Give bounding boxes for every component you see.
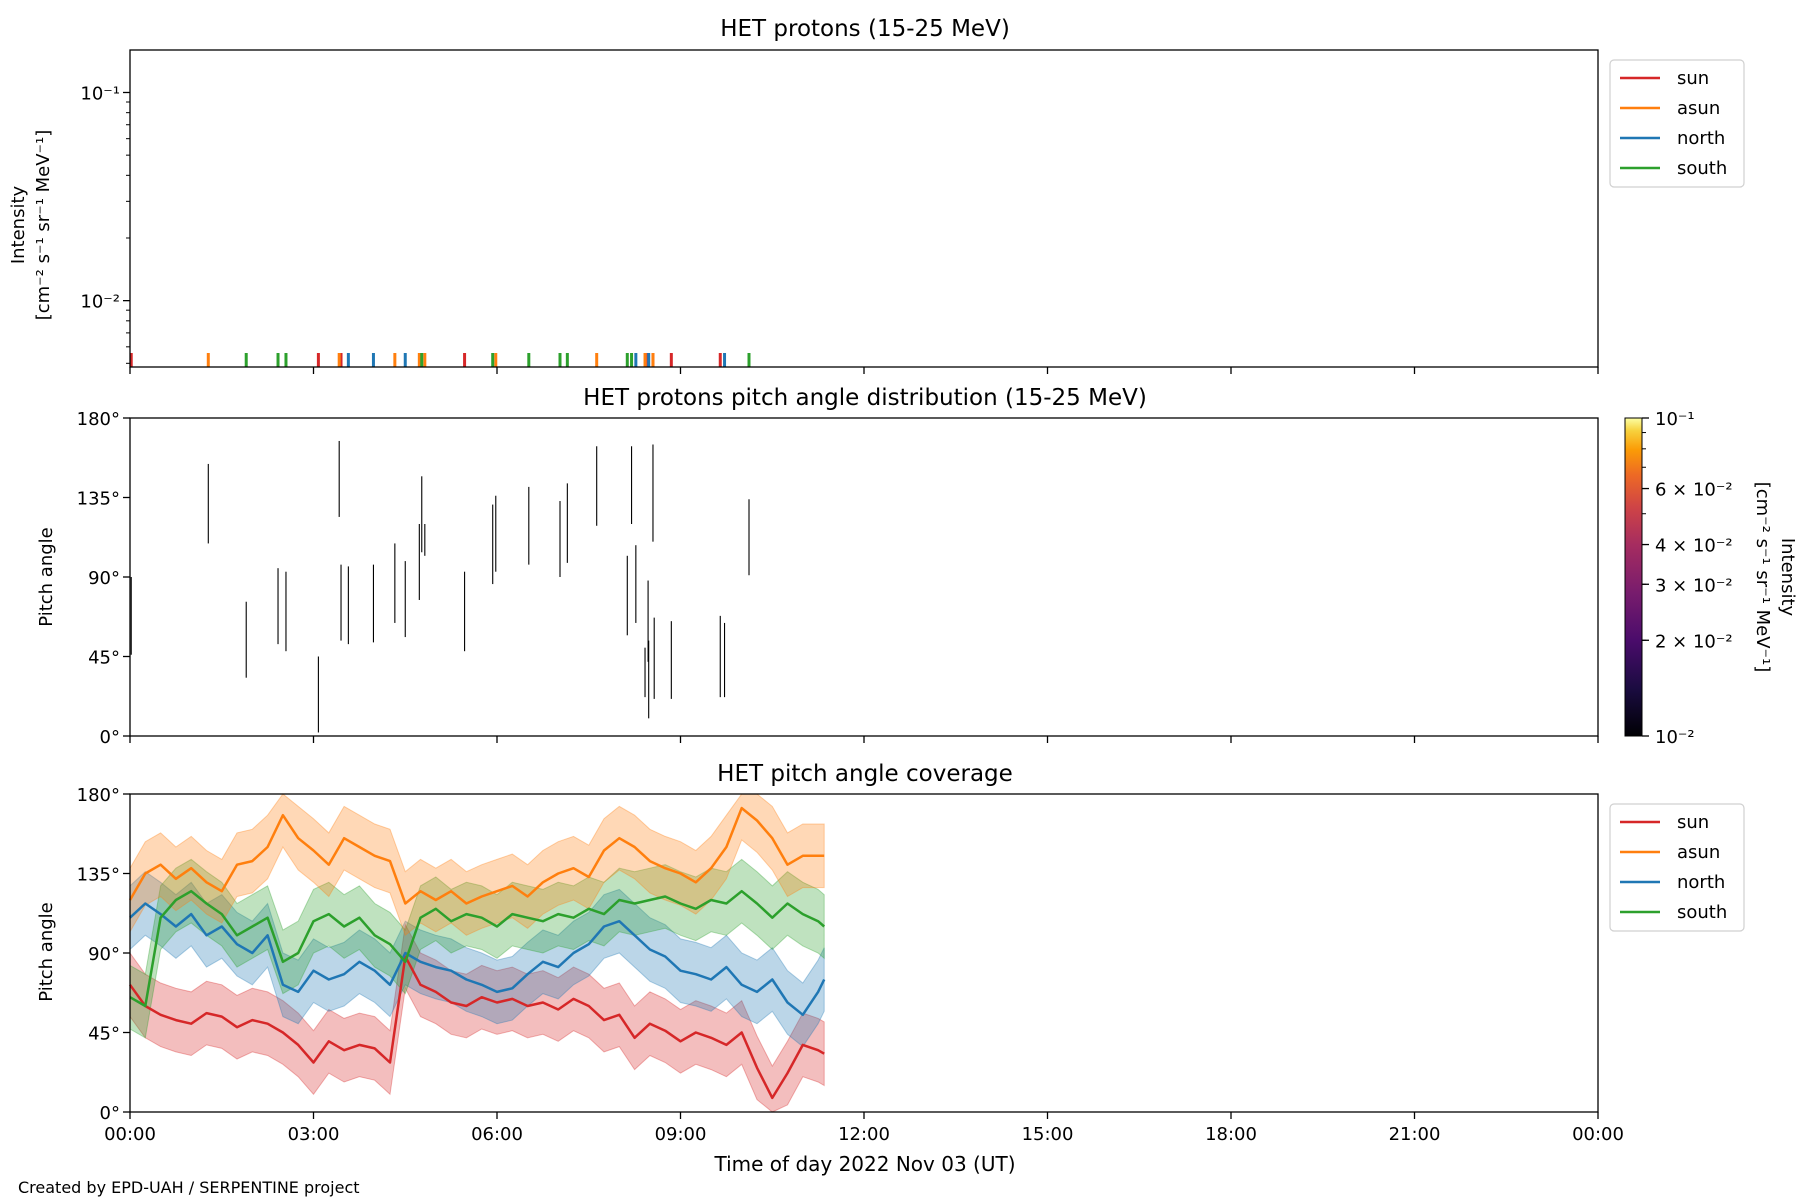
legend-label-sun: sun [1677, 68, 1709, 89]
panel-1-bars [129, 353, 751, 367]
coverage-line-north [129, 902, 826, 1017]
panel-2-x-ticks [129, 736, 1599, 743]
colorbar-tick-label: 10⁻¹ [1655, 409, 1695, 430]
panel-3-frame [129, 793, 1599, 1113]
panel-1-legend: sun asun north south [1609, 59, 1745, 188]
y-tick-label: 0° [100, 1103, 120, 1124]
panel-intensity: HET protons (15-25 MeV) Intensity [cm⁻² … [8, 16, 1745, 374]
legend-label-asun: asun [1677, 98, 1720, 119]
credit-text: Created by EPD-UAH / SERPENTINE project [18, 1178, 360, 1197]
y-tick-label: 90° [88, 944, 120, 965]
x-tick-label: 00:00 [104, 1124, 156, 1145]
panel-1-ylabel: Intensity [cm⁻² s⁻¹ sr⁻¹ MeV⁻¹] [8, 130, 54, 321]
panel-1-frame [129, 49, 1599, 368]
coverage-line-asun [128, 806, 825, 905]
x-tick-label: 00:00 [1572, 1124, 1624, 1145]
legend-label-north: north [1677, 872, 1725, 893]
y-tick-label: 135° [77, 865, 120, 886]
panel-1-ylabel-units: [cm⁻² s⁻¹ sr⁻¹ MeV⁻¹] [33, 130, 54, 321]
x-axis-label: Time of day 2022 Nov 03 (UT) [714, 1152, 1016, 1176]
panel-1-title: HET protons (15-25 MeV) [720, 16, 1010, 42]
legend-box [1609, 59, 1745, 188]
colorbar-tick-label: 6 × 10⁻² [1655, 480, 1733, 501]
coverage-line-sun [128, 955, 825, 1100]
panel-3-y-ticks: 0° 45° 90° 135° 180° [77, 785, 130, 1124]
x-tick-label: 21:00 [1389, 1124, 1441, 1145]
colorbar-tick-label: 4 × 10⁻² [1655, 536, 1733, 557]
legend-box [1609, 803, 1745, 932]
panel-3-legend: sun asun north south [1609, 803, 1745, 932]
legend-label-asun: asun [1677, 842, 1720, 863]
colorbar-tick-label: 10⁻² [1655, 727, 1695, 748]
panel-3-title: HET pitch angle coverage [717, 761, 1013, 787]
y-tick-label: 45° [88, 1024, 120, 1045]
coverage-band-south [129, 858, 825, 1039]
panel-3-series [128, 793, 826, 1113]
panel-1-ylabel-text: Intensity [8, 185, 29, 264]
x-tick-label: 09:00 [655, 1124, 707, 1145]
panel-1-x-ticks [129, 367, 1599, 374]
panel-3-x-ticks: 00:00 03:00 06:00 09:00 12:00 15:00 18:00 21:00… [104, 1112, 1624, 1145]
colorbar-label: Intensity [cm⁻² s⁻¹ sr⁻¹ MeV⁻¹] [1752, 482, 1798, 673]
y-tick-label: 180° [77, 409, 120, 430]
colorbar-tick-label: 3 × 10⁻² [1655, 575, 1733, 596]
panel-coverage: HET pitch angle coverage Pitch angle 0° 4… [36, 761, 1745, 1176]
panel-2-segments [130, 440, 750, 733]
coverage-band-north [129, 871, 825, 1048]
panel-2-ylabel: Pitch angle [36, 527, 57, 626]
x-tick-label: 03:00 [288, 1124, 340, 1145]
panel-3-ylabel: Pitch angle [36, 902, 57, 1001]
colorbar [1624, 417, 1643, 737]
coverage-line-south [129, 889, 826, 1008]
y-tick-label: 90° [88, 568, 120, 589]
x-tick-label: 06:00 [471, 1124, 523, 1145]
colorbar-tick-label: 2 × 10⁻² [1655, 631, 1733, 652]
y-tick-label: 135° [77, 489, 120, 510]
y-tick-label: 10⁻¹ [80, 83, 120, 104]
panel-2-frame [129, 417, 1599, 737]
legend-label-south: south [1677, 158, 1727, 179]
panel-1-y-ticks: 10⁻¹ 10⁻² [80, 83, 130, 364]
x-tick-label: 18:00 [1205, 1124, 1257, 1145]
colorbar-ticks: 10⁻¹ 6 × 10⁻² 4 × 10⁻² 3 × 10⁻² 2 × 10⁻² 10⁻² [1642, 409, 1733, 748]
panel-pad: HET protons pitch angle distribution (15… [36, 385, 1798, 748]
y-tick-label: 180° [77, 785, 120, 806]
panel-2-y-ticks: 0° 45° 90° 135° 180° [77, 409, 130, 748]
panel-2-title: HET protons pitch angle distribution (15… [583, 385, 1147, 411]
coverage-band-sun [129, 923, 825, 1113]
x-tick-label: 12:00 [838, 1124, 890, 1145]
legend-label-north: north [1677, 128, 1725, 149]
colorbar-label-units: [cm⁻² s⁻¹ sr⁻¹ MeV⁻¹] [1752, 482, 1773, 673]
y-tick-label: 10⁻² [80, 292, 120, 313]
x-tick-label: 15:00 [1022, 1124, 1074, 1145]
legend-label-south: south [1677, 902, 1727, 923]
y-tick-label: 0° [100, 727, 120, 748]
coverage-band-asun [129, 793, 825, 937]
colorbar-label-text: Intensity [1777, 538, 1798, 617]
y-tick-label: 45° [88, 648, 120, 669]
legend-label-sun: sun [1677, 812, 1709, 833]
